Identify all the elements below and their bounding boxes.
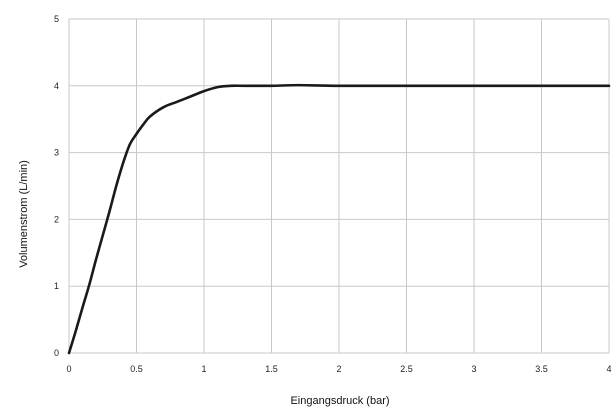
y-tick-label: 0 xyxy=(54,348,59,358)
y-tick-label: 4 xyxy=(54,81,59,91)
y-axis-label: Volumenstrom (L/min) xyxy=(18,160,30,268)
x-axis-label: Eingangsdruck (bar) xyxy=(290,395,389,407)
x-tick-label: 1.5 xyxy=(265,364,278,374)
y-tick-label: 2 xyxy=(54,214,59,224)
x-tick-label: 1 xyxy=(201,364,206,374)
x-tick-label: 3 xyxy=(471,364,476,374)
x-tick-label: 0.5 xyxy=(130,364,143,374)
grid-lines xyxy=(68,18,610,354)
x-tick-label: 3.5 xyxy=(535,364,548,374)
y-tick-label: 1 xyxy=(54,281,59,291)
y-tick-label: 5 xyxy=(54,14,59,24)
x-tick-label: 2 xyxy=(336,364,341,374)
x-tick-label: 2.5 xyxy=(400,364,413,374)
x-tick-label: 4 xyxy=(606,364,611,374)
y-tick-label: 3 xyxy=(54,148,59,158)
x-tick-label: 0 xyxy=(66,364,71,374)
x-axis-ticks: 0 0.5 1 1.5 2 2.5 3 3.5 4 xyxy=(66,364,611,374)
y-axis-ticks: 0 1 2 3 4 5 xyxy=(54,14,59,358)
series-line xyxy=(67,83,611,355)
series-layer xyxy=(67,83,611,355)
